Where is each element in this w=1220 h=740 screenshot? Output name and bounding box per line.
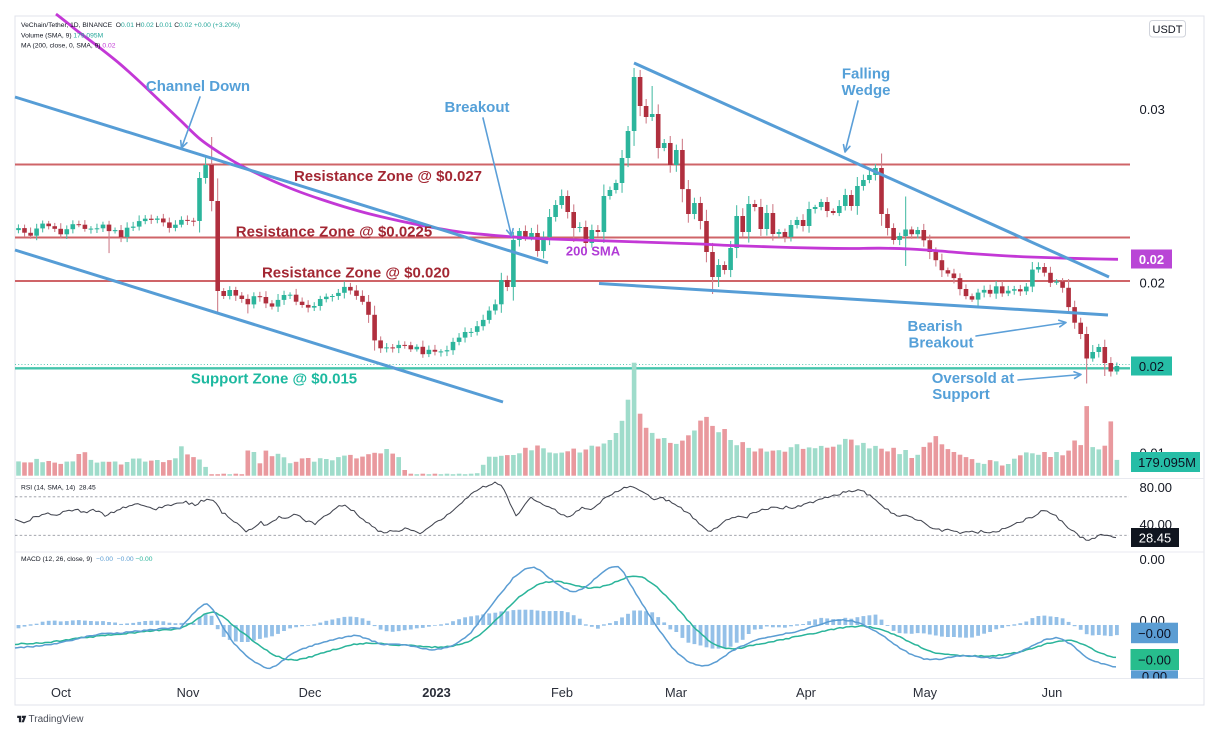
svg-text:Volume (SMA, 9) 179.095M: Volume (SMA, 9) 179.095M	[21, 33, 104, 40]
svg-text:Breakout: Breakout	[444, 99, 509, 116]
svg-text:RSI (14, SMA, 14) 28.45: RSI (14, SMA, 14) 28.45	[21, 485, 96, 492]
svg-text:Breakout: Breakout	[908, 335, 973, 352]
svg-text:Wedge: Wedge	[842, 82, 891, 99]
svg-text:0.02: 0.02	[1140, 276, 1165, 291]
svg-text:VeChain/Tether, 1D, BINANCE O: VeChain/Tether, 1D, BINANCE O0.01 H0.02 …	[21, 22, 240, 29]
svg-text:Resistance Zone @ $0.020: Resistance Zone @ $0.020	[262, 265, 450, 282]
svg-text:USDT: USDT	[1153, 24, 1183, 36]
svg-text:Nov: Nov	[177, 685, 200, 700]
svg-text:Dec: Dec	[299, 685, 322, 700]
svg-text:0.02: 0.02	[1139, 252, 1164, 267]
svg-text:May: May	[913, 685, 938, 700]
svg-text:−0.00: −0.00	[1138, 653, 1171, 668]
svg-text:0.02: 0.02	[1139, 359, 1164, 374]
svg-text:Support Zone @ $0.015: Support Zone @ $0.015	[191, 371, 357, 388]
svg-text:MACD (12, 26, close, 9) −0.00: MACD (12, 26, close, 9) −0.00 −0.00 −0.0…	[21, 556, 153, 563]
svg-text:80.00: 80.00	[1140, 480, 1173, 495]
svg-text:Resistance Zone @ $0.027: Resistance Zone @ $0.027	[294, 168, 482, 185]
svg-text:Feb: Feb	[551, 685, 573, 700]
svg-text:200 SMA: 200 SMA	[566, 244, 621, 259]
svg-text:MA (200, close, 0, SMA, 9) 0.0: MA (200, close, 0, SMA, 9) 0.02	[21, 42, 116, 49]
svg-text:0.00: 0.00	[1142, 669, 1167, 684]
svg-text:0.03: 0.03	[1140, 102, 1165, 117]
svg-text:Mar: Mar	[665, 685, 688, 700]
svg-text:Resistance Zone @ $0.0225: Resistance Zone @ $0.0225	[236, 224, 432, 241]
svg-text:Jun: Jun	[1042, 685, 1063, 700]
svg-text:179.095M: 179.095M	[1138, 455, 1196, 470]
svg-text:Oct: Oct	[51, 685, 71, 700]
svg-text:Apr: Apr	[796, 685, 817, 700]
svg-text:Bearish: Bearish	[907, 318, 962, 335]
svg-text:Oversold at: Oversold at	[932, 370, 1015, 387]
svg-text:0.00: 0.00	[1140, 552, 1165, 567]
svg-text:Channel Down: Channel Down	[146, 78, 250, 95]
svg-text:Falling: Falling	[842, 66, 890, 83]
svg-text:2023: 2023	[422, 685, 450, 700]
svg-text:−0.00: −0.00	[1138, 626, 1171, 641]
svg-text:TradingView: TradingView	[29, 714, 85, 725]
svg-text:Support: Support	[932, 386, 990, 403]
svg-text:28.45: 28.45	[1139, 530, 1172, 545]
